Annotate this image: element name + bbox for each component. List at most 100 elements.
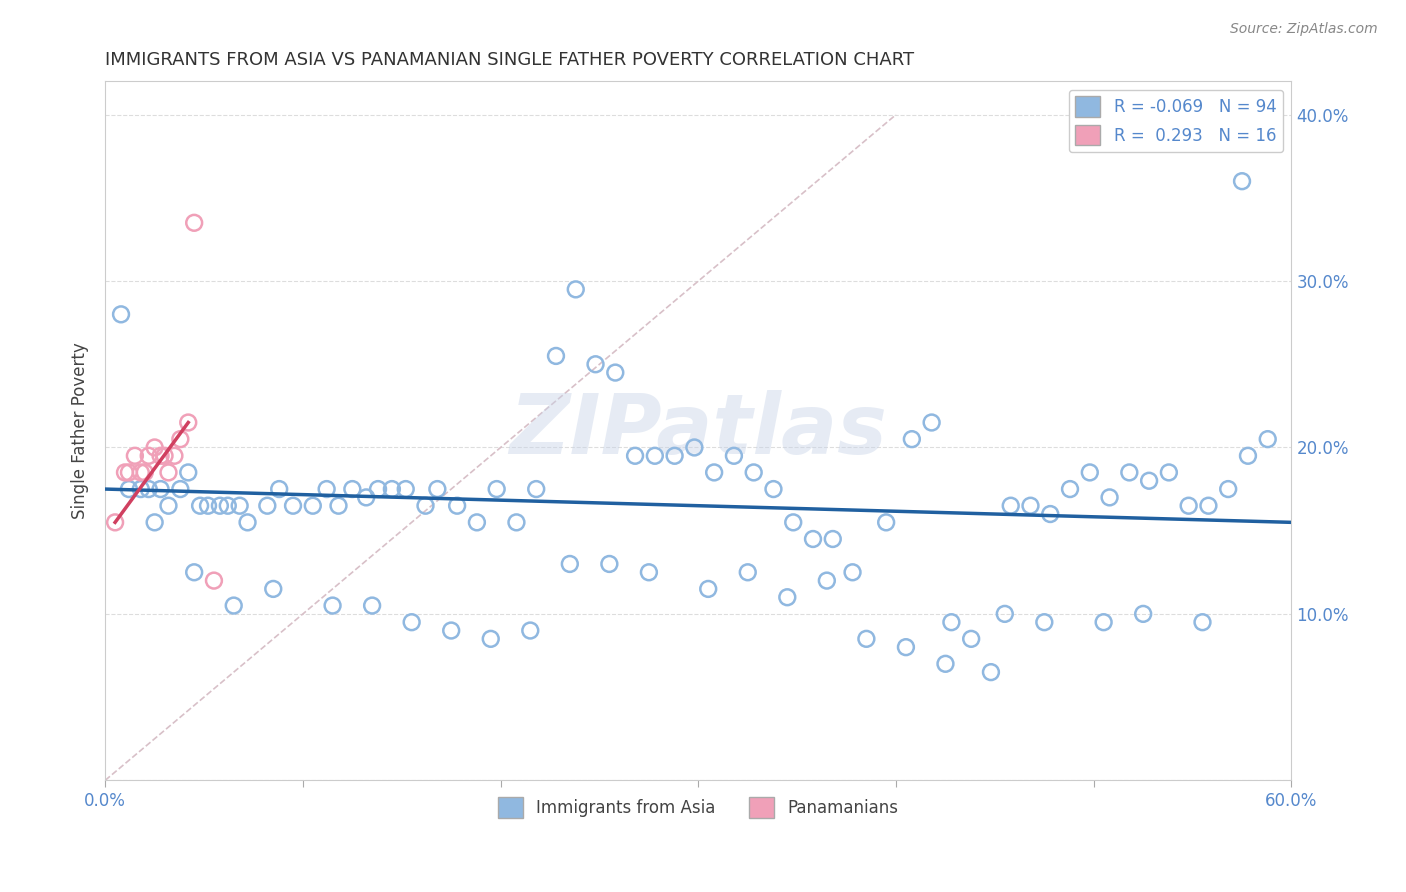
- Point: [202, 574, 225, 588]
- Point: [262, 582, 284, 596]
- Point: [188, 499, 211, 513]
- Point: [169, 432, 191, 446]
- Point: [683, 441, 706, 455]
- Point: [638, 566, 661, 580]
- Point: [901, 432, 924, 446]
- Point: [256, 499, 278, 513]
- Point: [118, 482, 141, 496]
- Point: [742, 466, 765, 480]
- Point: [815, 574, 838, 588]
- Point: [149, 449, 172, 463]
- Point: [153, 449, 176, 463]
- Point: [367, 482, 389, 496]
- Point: [134, 466, 156, 480]
- Point: [598, 557, 620, 571]
- Point: [163, 449, 186, 463]
- Point: [169, 482, 191, 496]
- Point: [177, 466, 200, 480]
- Point: [440, 624, 463, 638]
- Point: [524, 482, 547, 496]
- Point: [301, 499, 323, 513]
- Point: [322, 599, 344, 613]
- Point: [208, 499, 231, 513]
- Point: [762, 482, 785, 496]
- Text: ZIPatlas: ZIPatlas: [509, 391, 887, 471]
- Point: [505, 516, 527, 530]
- Point: [381, 482, 404, 496]
- Point: [821, 532, 844, 546]
- Text: IMMIGRANTS FROM ASIA VS PANAMANIAN SINGLE FATHER POVERTY CORRELATION CHART: IMMIGRANTS FROM ASIA VS PANAMANIAN SINGL…: [105, 51, 914, 69]
- Point: [980, 665, 1002, 680]
- Point: [1157, 466, 1180, 480]
- Point: [1000, 499, 1022, 513]
- Point: [129, 482, 152, 496]
- Point: [395, 482, 418, 496]
- Point: [157, 466, 180, 480]
- Y-axis label: Single Father Poverty: Single Father Poverty: [72, 343, 89, 519]
- Point: [782, 516, 804, 530]
- Point: [401, 615, 423, 630]
- Point: [1230, 174, 1253, 188]
- Point: [1177, 499, 1199, 513]
- Point: [183, 216, 205, 230]
- Point: [894, 640, 917, 655]
- Point: [994, 607, 1017, 621]
- Point: [177, 416, 200, 430]
- Point: [697, 582, 720, 596]
- Point: [855, 632, 877, 646]
- Point: [544, 349, 567, 363]
- Point: [1237, 449, 1260, 463]
- Point: [644, 449, 666, 463]
- Point: [269, 482, 291, 496]
- Point: [703, 466, 725, 480]
- Point: [875, 516, 897, 530]
- Point: [157, 499, 180, 513]
- Point: [228, 499, 250, 513]
- Point: [960, 632, 983, 646]
- Point: [104, 516, 127, 530]
- Point: [110, 307, 132, 321]
- Point: [143, 516, 166, 530]
- Legend: Immigrants from Asia, Panamanians: Immigrants from Asia, Panamanians: [492, 790, 905, 824]
- Point: [1118, 466, 1140, 480]
- Point: [415, 499, 437, 513]
- Point: [465, 516, 488, 530]
- Point: [941, 615, 963, 630]
- Point: [519, 624, 541, 638]
- Point: [217, 499, 239, 513]
- Point: [328, 499, 350, 513]
- Point: [841, 566, 863, 580]
- Point: [183, 566, 205, 580]
- Point: [1257, 432, 1279, 446]
- Point: [342, 482, 364, 496]
- Point: [1033, 615, 1056, 630]
- Point: [138, 482, 160, 496]
- Point: [605, 366, 627, 380]
- Point: [118, 466, 141, 480]
- Point: [1019, 499, 1042, 513]
- Point: [485, 482, 508, 496]
- Point: [737, 566, 759, 580]
- Point: [1078, 466, 1101, 480]
- Point: [723, 449, 745, 463]
- Point: [114, 466, 136, 480]
- Point: [129, 466, 152, 480]
- Point: [197, 499, 219, 513]
- Point: [1059, 482, 1081, 496]
- Point: [624, 449, 647, 463]
- Point: [315, 482, 337, 496]
- Point: [1137, 474, 1160, 488]
- Point: [1218, 482, 1240, 496]
- Text: Source: ZipAtlas.com: Source: ZipAtlas.com: [1230, 22, 1378, 37]
- Point: [426, 482, 449, 496]
- Point: [564, 282, 586, 296]
- Point: [558, 557, 581, 571]
- Point: [1039, 507, 1062, 521]
- Point: [138, 449, 160, 463]
- Point: [776, 591, 799, 605]
- Point: [236, 516, 259, 530]
- Point: [1197, 499, 1219, 513]
- Point: [143, 441, 166, 455]
- Point: [149, 482, 172, 496]
- Point: [361, 599, 384, 613]
